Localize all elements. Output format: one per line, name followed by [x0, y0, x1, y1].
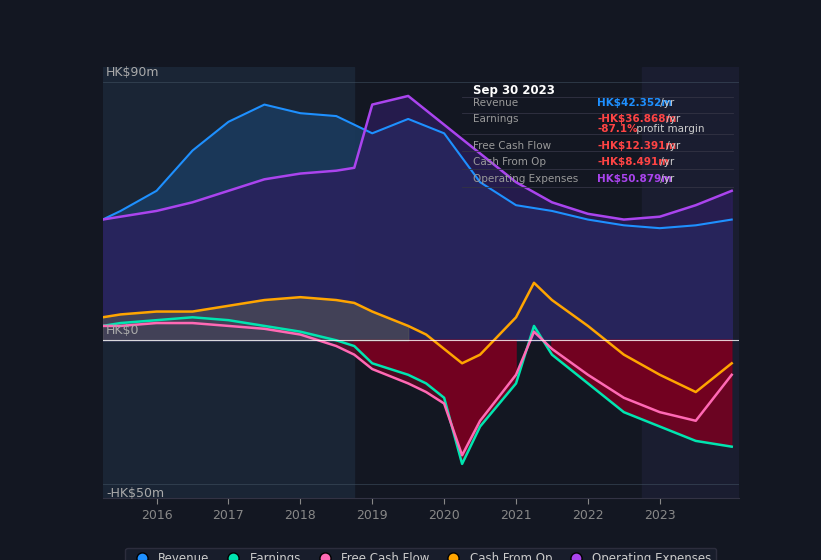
Legend: Revenue, Earnings, Free Cash Flow, Cash From Op, Operating Expenses: Revenue, Earnings, Free Cash Flow, Cash …: [125, 548, 717, 560]
Text: Sep 30 2023: Sep 30 2023: [473, 83, 555, 96]
Text: /yr: /yr: [663, 114, 680, 124]
Text: -HK$50m: -HK$50m: [106, 487, 164, 500]
Text: HK$0: HK$0: [106, 324, 140, 338]
Text: -87.1%: -87.1%: [598, 124, 638, 134]
Text: Free Cash Flow: Free Cash Flow: [473, 141, 551, 151]
Bar: [103, 67, 354, 498]
Text: Revenue: Revenue: [473, 98, 518, 108]
Text: /yr: /yr: [657, 98, 674, 108]
Text: HK$90m: HK$90m: [106, 66, 160, 79]
Text: HK$42.352m: HK$42.352m: [598, 98, 672, 108]
Text: /yr: /yr: [663, 141, 680, 151]
Bar: [642, 67, 739, 498]
Text: /yr: /yr: [657, 174, 674, 184]
Text: Operating Expenses: Operating Expenses: [473, 174, 578, 184]
Text: -HK$36.868m: -HK$36.868m: [598, 114, 677, 124]
Text: Cash From Op: Cash From Op: [473, 157, 546, 167]
Text: profit margin: profit margin: [633, 124, 704, 134]
Text: HK$50.879m: HK$50.879m: [598, 174, 672, 184]
Text: -HK$8.491m: -HK$8.491m: [598, 157, 669, 167]
Text: -HK$12.391m: -HK$12.391m: [598, 141, 677, 151]
Text: Earnings: Earnings: [473, 114, 518, 124]
Text: /yr: /yr: [657, 157, 674, 167]
